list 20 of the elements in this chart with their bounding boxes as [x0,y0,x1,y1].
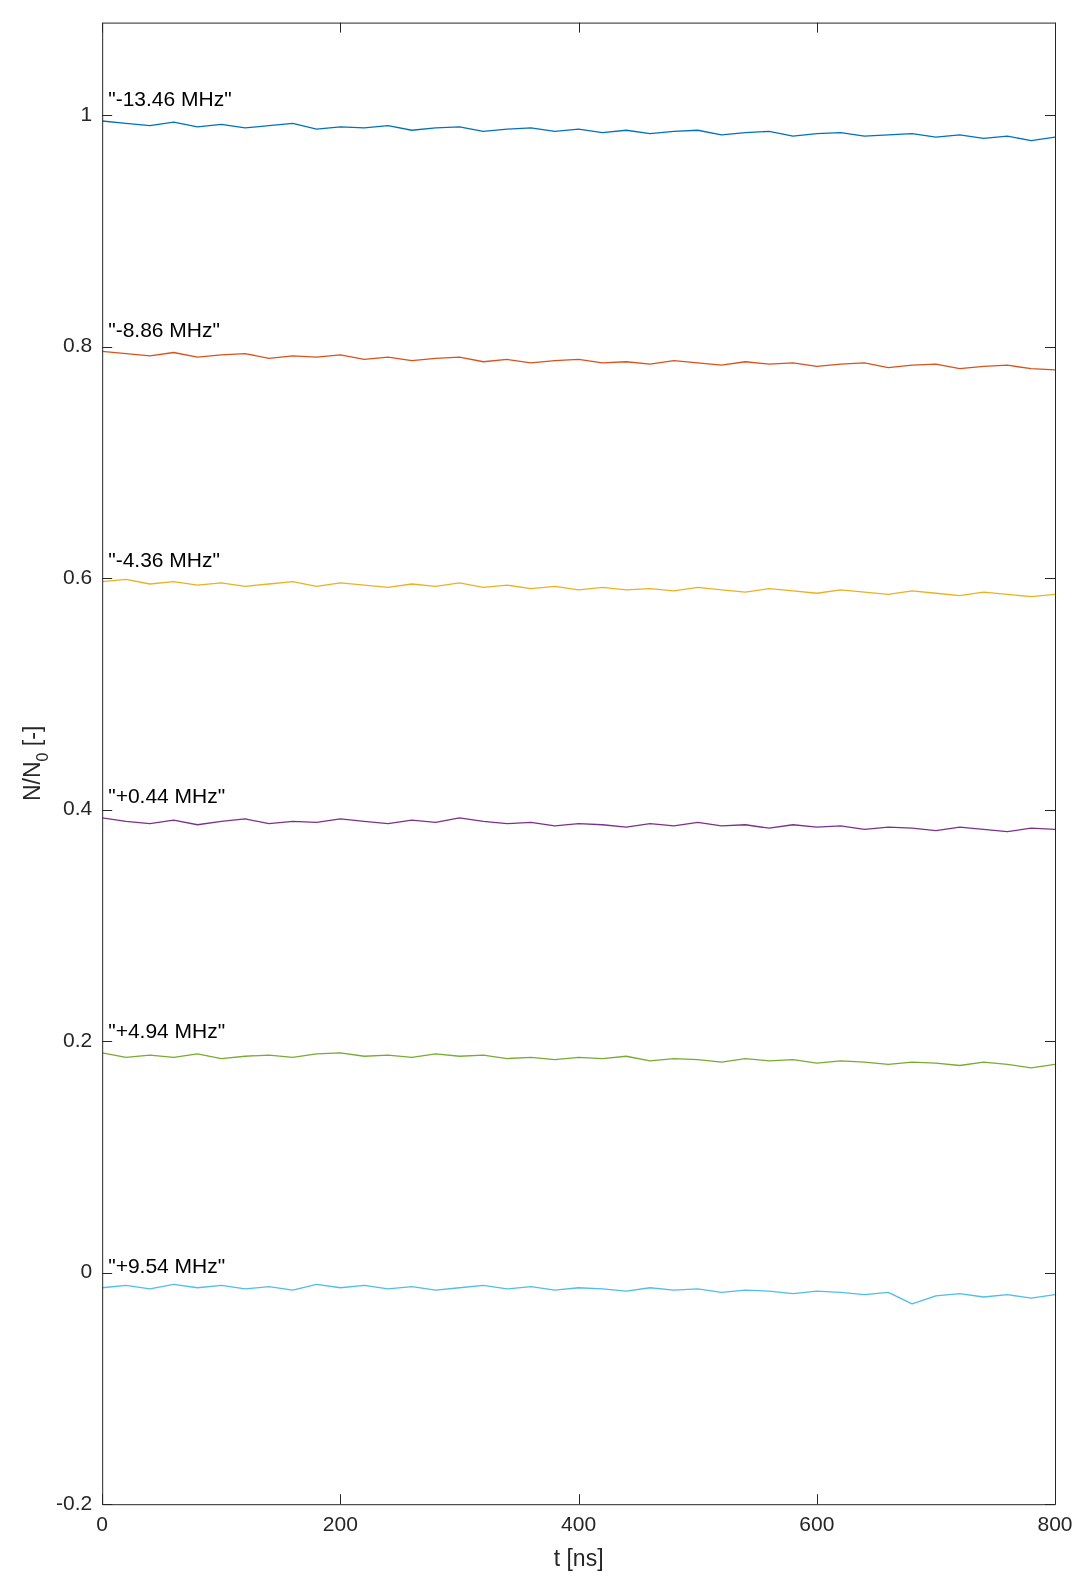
series-label: "+9.54 MHz" [108,1254,226,1278]
y-tick-label: 0.2 [62,1028,93,1051]
series-label: "-13.46 MHz" [108,87,232,111]
y-tick-label: 0.4 [62,796,93,820]
series-label: "+0.44 MHz" [108,784,226,808]
series-label: "-4.36 MHz" [108,547,220,571]
x-axis-title: t [ns] [553,1544,604,1571]
y-axis-title: N/N0 [-] [19,725,51,802]
y-tick-label: 1 [80,102,93,125]
series-label: "+4.94 MHz" [108,1019,226,1043]
y-tick-label: 0 [80,1259,93,1283]
series-label: "-8.86 MHz" [108,317,220,341]
x-tick-label: 800 [1037,1511,1073,1535]
x-tick-label: 0 [96,1511,109,1535]
x-tick-label: 600 [799,1511,835,1535]
x-tick-label: 200 [322,1511,358,1535]
y-tick-label: 0.6 [62,565,93,588]
x-tick-label: 400 [561,1511,597,1535]
y-tick-label: -0.2 [56,1491,93,1514]
y-tick-label: 0.8 [62,333,93,357]
